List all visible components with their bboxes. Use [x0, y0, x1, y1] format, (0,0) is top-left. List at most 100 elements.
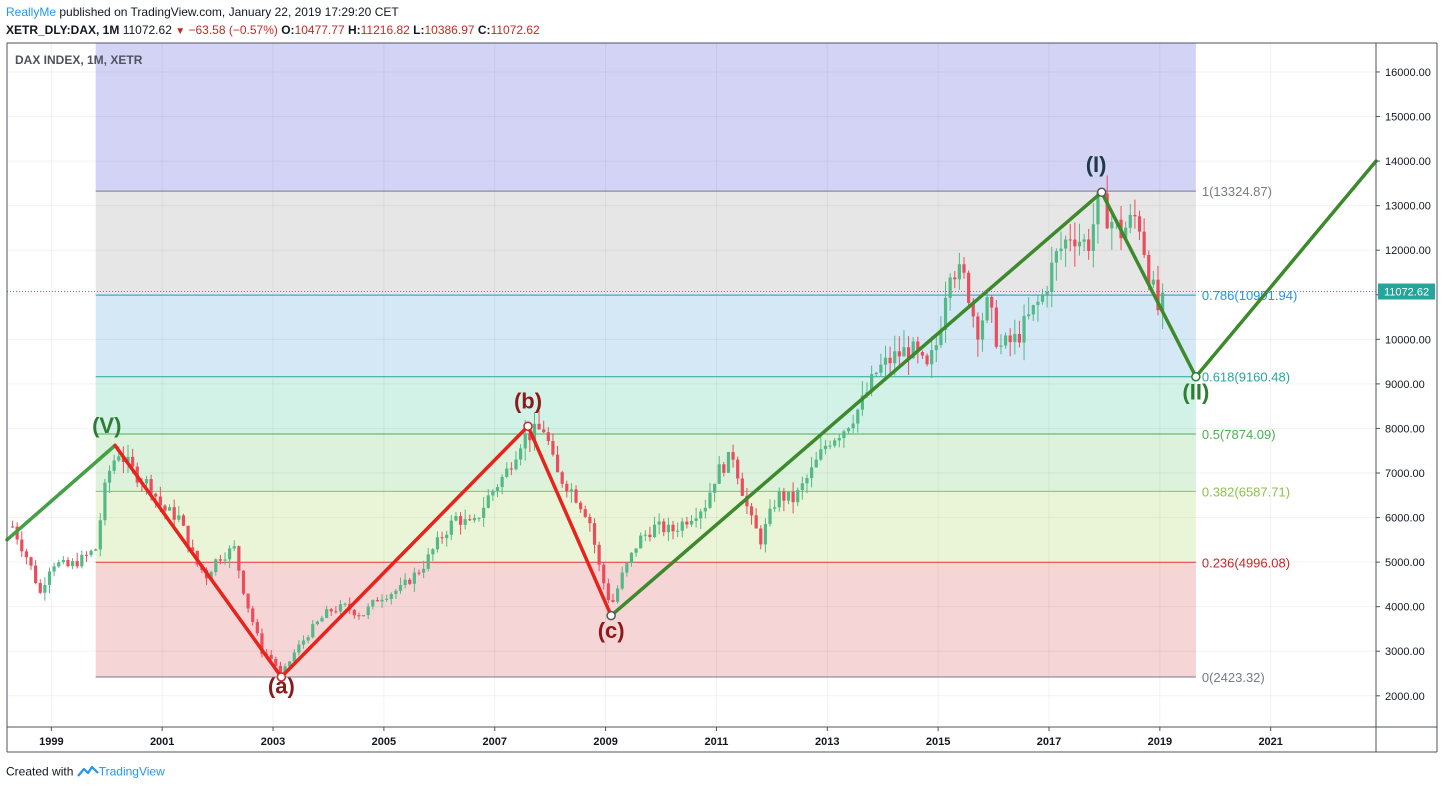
low-value: 10386.97 [424, 23, 475, 37]
candle-body [311, 624, 315, 638]
down-arrow-icon: ▼ [175, 26, 186, 37]
publish-info: ReallyMe published on TradingView.com, J… [6, 5, 399, 19]
candle-body [1008, 335, 1012, 343]
x-tick-label: 2019 [1148, 736, 1172, 748]
candle-body [874, 372, 878, 375]
candle-body [486, 495, 490, 508]
candle-body [61, 560, 65, 563]
candle-body [163, 505, 167, 511]
candle-body [967, 272, 971, 303]
candle-body [89, 550, 93, 556]
chart-title: DAX INDEX, 1M, XETR [15, 53, 143, 67]
last-price-value: 11072.62 [122, 23, 172, 37]
candle-body [579, 502, 583, 510]
author-link[interactable]: ReallyMe [6, 5, 57, 19]
tradingview-brand[interactable]: TradingView [98, 764, 165, 779]
candle-body [726, 452, 731, 473]
wave-label: (c) [598, 618, 625, 643]
candle-body [283, 666, 287, 673]
candle-body [10, 526, 15, 528]
candle-body [177, 515, 181, 520]
candle-body [80, 554, 84, 567]
candle-body [144, 479, 149, 484]
candle-body [1054, 251, 1058, 263]
candle-body [1077, 241, 1082, 247]
candle-body [777, 491, 781, 508]
candle-body [985, 296, 989, 321]
candle-body [574, 489, 578, 503]
candle-body [532, 423, 537, 441]
candle-body [560, 472, 564, 484]
candle-body [371, 600, 375, 607]
candle-body [292, 652, 296, 662]
candle-body [911, 341, 915, 359]
candle-body [255, 622, 259, 634]
candle-body [897, 351, 901, 357]
candle-body [906, 347, 911, 359]
candle-body [20, 539, 24, 552]
candle-body [916, 341, 920, 353]
candle-body [860, 395, 864, 410]
candle-body [445, 534, 449, 539]
candle-body [888, 357, 892, 364]
candle-body [126, 456, 130, 462]
candle-body [1096, 192, 1100, 225]
candle-body [70, 561, 75, 567]
low-label: L: [413, 23, 425, 37]
candle-body [749, 506, 754, 516]
candle-body [1156, 279, 1160, 311]
candle-body [606, 583, 610, 601]
candle-body [809, 467, 814, 479]
candle-body [893, 351, 897, 364]
wave-label: (a) [268, 674, 295, 699]
candle-body [796, 490, 800, 503]
candle-body [1068, 239, 1072, 241]
candle-body [994, 307, 998, 347]
candle-body [736, 459, 740, 479]
candle-body [634, 548, 638, 553]
candle-body [657, 521, 661, 525]
candle-body [112, 460, 116, 471]
candle-body [731, 452, 735, 460]
candle-body [768, 508, 772, 525]
candle-body [251, 608, 255, 623]
tradingview-logo-icon [76, 764, 99, 781]
candle-body [24, 551, 28, 558]
candle-body [181, 515, 186, 526]
candle-body [320, 617, 324, 622]
candle-body [680, 521, 684, 531]
candle-body [740, 478, 744, 496]
candle-body [468, 519, 472, 521]
change-value: −63.58 (−0.57%) [188, 23, 278, 37]
candle-body [689, 520, 694, 525]
candle-body [519, 448, 523, 460]
candle-body [990, 296, 994, 308]
candle-body [620, 572, 624, 589]
candle-body [454, 516, 458, 521]
open-label: O: [281, 23, 295, 37]
x-tick-label: 1999 [39, 736, 63, 748]
candle-body [652, 524, 657, 538]
candle-body [1151, 279, 1155, 285]
candle-body [329, 609, 333, 612]
candle-body [597, 544, 601, 565]
wave-anchor-point [1191, 372, 1201, 382]
candle-body [514, 459, 518, 470]
wave-label: (V) [92, 413, 121, 438]
candles [10, 175, 1165, 677]
candle-body [846, 428, 851, 432]
candle-body [1133, 214, 1137, 217]
candle-body [773, 507, 777, 509]
candle-body [1027, 314, 1031, 317]
candle-body [1059, 248, 1063, 252]
high-label: H: [347, 23, 361, 37]
candle-body [685, 521, 689, 525]
candle-body [223, 559, 227, 561]
fib-level-label: 1(13324.87) [1202, 184, 1272, 199]
candle-body [246, 593, 250, 609]
y-tick-label: 9000.00 [1385, 379, 1425, 391]
candle-body [699, 511, 703, 519]
candle-body [509, 468, 513, 470]
candle-body [237, 546, 241, 571]
